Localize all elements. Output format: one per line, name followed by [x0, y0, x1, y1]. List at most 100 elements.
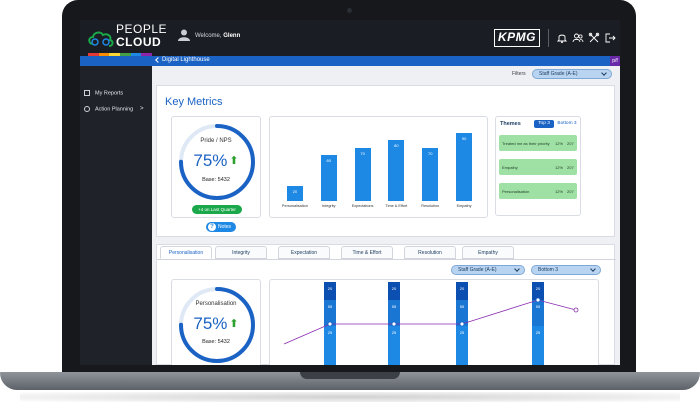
- stacked-bar[interactable]: 20 55 25: [324, 282, 336, 365]
- tab-personalisation[interactable]: Personalisation: [160, 246, 212, 259]
- brand-color-strip: [88, 53, 153, 56]
- theme-pct: 12%: [555, 165, 564, 170]
- stack-segment: [456, 282, 468, 300]
- theme-count: 207: [567, 165, 574, 170]
- chart-bar[interactable]: 80: [388, 140, 405, 201]
- logout-icon[interactable]: [604, 32, 616, 44]
- staff-grade-value: Staff Grade (A-E): [539, 71, 578, 77]
- trend-point: [459, 321, 465, 327]
- stack-segment: [532, 282, 544, 300]
- user-avatar-icon[interactable]: [177, 28, 191, 42]
- stack-value-label: 55: [391, 304, 397, 309]
- top3-toggle[interactable]: Top 3: [534, 120, 554, 128]
- stack-segment: [324, 326, 336, 365]
- bar-category-label: Empathy: [456, 204, 472, 208]
- bar-category-label: Resolution: [421, 204, 440, 208]
- theme-count: 207: [567, 189, 574, 194]
- sidebar-expand-chevron[interactable]: >: [140, 106, 144, 112]
- sidebar-item-action-planning[interactable]: Action Planning: [84, 106, 133, 112]
- context-chevron-icon[interactable]: [155, 57, 161, 63]
- gauge-value-text: 75%: [193, 151, 228, 170]
- stack-segment: [532, 300, 544, 326]
- theme-row: Treated me as their priority 12% 207: [499, 135, 577, 151]
- stack-value-label: 20: [459, 286, 465, 291]
- nps-gauge-ring: [179, 124, 255, 200]
- stack-value-label: 55: [327, 304, 333, 309]
- users-icon[interactable]: [572, 32, 584, 44]
- theme-row: Empathy 12% 207: [499, 159, 577, 175]
- key-metrics-card: Key Metrics Pride / NPS 75% ⬆ Base: 5432 …: [156, 85, 615, 237]
- key-metrics-title: Key Metrics: [165, 96, 223, 108]
- chevron-down-icon: [601, 70, 607, 76]
- sidebar: My Reports Action Planning >: [80, 66, 152, 365]
- chart-bar[interactable]: 20: [286, 185, 303, 201]
- laptop-shadow: [20, 392, 680, 402]
- stack-segment: [456, 300, 468, 326]
- tab-time-effort[interactable]: Time & Effort: [341, 246, 393, 259]
- stacked-bar[interactable]: 20 55 25: [388, 282, 400, 365]
- metrics-bar-chart: 20 Personalisation 60 Integrity 70 Expectatio…: [269, 116, 488, 218]
- user-name: Glenn: [223, 33, 241, 39]
- detail-bottom-select[interactable]: Bottom 3: [531, 265, 601, 275]
- stacked-bar[interactable]: 20 55 25: [456, 282, 468, 365]
- theme-count: 207: [567, 141, 574, 146]
- chart-bar[interactable]: 70: [422, 147, 439, 201]
- bar-value-label: 80: [394, 143, 399, 149]
- stack-value-label: 20: [535, 286, 541, 291]
- theme-name: Treated me as their priority: [502, 141, 550, 146]
- bottom3-toggle[interactable]: Bottom 3: [557, 121, 577, 126]
- bar-value-label: 20: [292, 188, 298, 194]
- filter-label: Filters: [512, 71, 526, 77]
- tab-resolution[interactable]: Resolution: [404, 246, 456, 259]
- top-bar: PEOPLE CLOUD Welcome, Glenn KPMG: [80, 20, 620, 56]
- stack-segment: [456, 326, 468, 365]
- theme-pct: 12%: [555, 141, 564, 146]
- stack-value-label: 25: [535, 330, 541, 335]
- gauge-label: Pride / NPS: [200, 138, 232, 144]
- sidebar-item-label: Action Planning: [95, 106, 134, 113]
- tab-empathy[interactable]: Empathy: [462, 246, 514, 259]
- theme-name: Empathy: [502, 165, 518, 170]
- laptop-notch: [300, 372, 400, 379]
- sidebar-item-label: My Reports: [95, 90, 124, 97]
- chart-bar[interactable]: 90: [456, 132, 473, 201]
- detail-gauge-card: Personalisation 75% ⬆ Base: 5432: [171, 279, 261, 365]
- staff-grade-select[interactable]: Staff Grade (A-E): [532, 69, 612, 79]
- themes-card: Themes Top 3 Bottom 3 Treated me as thei…: [495, 116, 581, 216]
- detail-stacked-chart: 20 55 25 20 55 25 20 55 25 20 55 25: [269, 279, 599, 365]
- stack-value-label: 25: [459, 330, 465, 335]
- settings-icon[interactable]: [588, 32, 600, 44]
- bar-category-label: Time & Effort: [385, 204, 408, 208]
- detail-gauge-label: Personalisation: [195, 301, 237, 307]
- trend-line: [283, 297, 579, 345]
- context-badge[interactable]: p/f: [610, 56, 620, 66]
- welcome-text: Welcome, Glenn: [195, 33, 240, 39]
- welcome-prefix: Welcome,: [195, 33, 224, 39]
- bar-value-label: 60: [326, 158, 331, 164]
- bar-value-label: 70: [360, 150, 365, 156]
- detail-grade-select[interactable]: Staff Grade (A-E): [451, 265, 525, 275]
- context-bar: Digital Lighthouse p/f: [80, 56, 620, 66]
- trend-point: [535, 297, 541, 303]
- up-arrow-icon: ⬆: [229, 318, 239, 330]
- tab-integrity[interactable]: Integrity: [215, 246, 267, 259]
- chart-bar[interactable]: 70: [354, 147, 371, 201]
- detail-tabs: Personalisation Integrity Expectation Ti…: [157, 245, 616, 259]
- gauge-value: 75% ⬆: [172, 151, 260, 171]
- stacked-bar[interactable]: 20 55 25: [532, 282, 544, 365]
- stack-segment: [532, 326, 544, 365]
- tab-expectation[interactable]: Expectation: [278, 246, 330, 259]
- chart-bar[interactable]: 60: [320, 155, 337, 201]
- notes-label: Notes: [218, 224, 232, 230]
- main-content: Filters Staff Grade (A-E) Key Metrics Pr…: [152, 66, 620, 365]
- sidebar-item-my-reports[interactable]: My Reports: [84, 90, 123, 96]
- action-icon: [84, 106, 90, 112]
- bell-icon[interactable]: [556, 32, 568, 44]
- notes-button[interactable]: ? Notes: [206, 222, 237, 232]
- laptop-base: [0, 372, 700, 390]
- theme-name: Personalisation: [502, 189, 530, 194]
- theme-pct: 12%: [555, 189, 564, 194]
- stack-value-label: 55: [459, 304, 465, 309]
- detail-gauge-value: 75% ⬆: [172, 314, 260, 334]
